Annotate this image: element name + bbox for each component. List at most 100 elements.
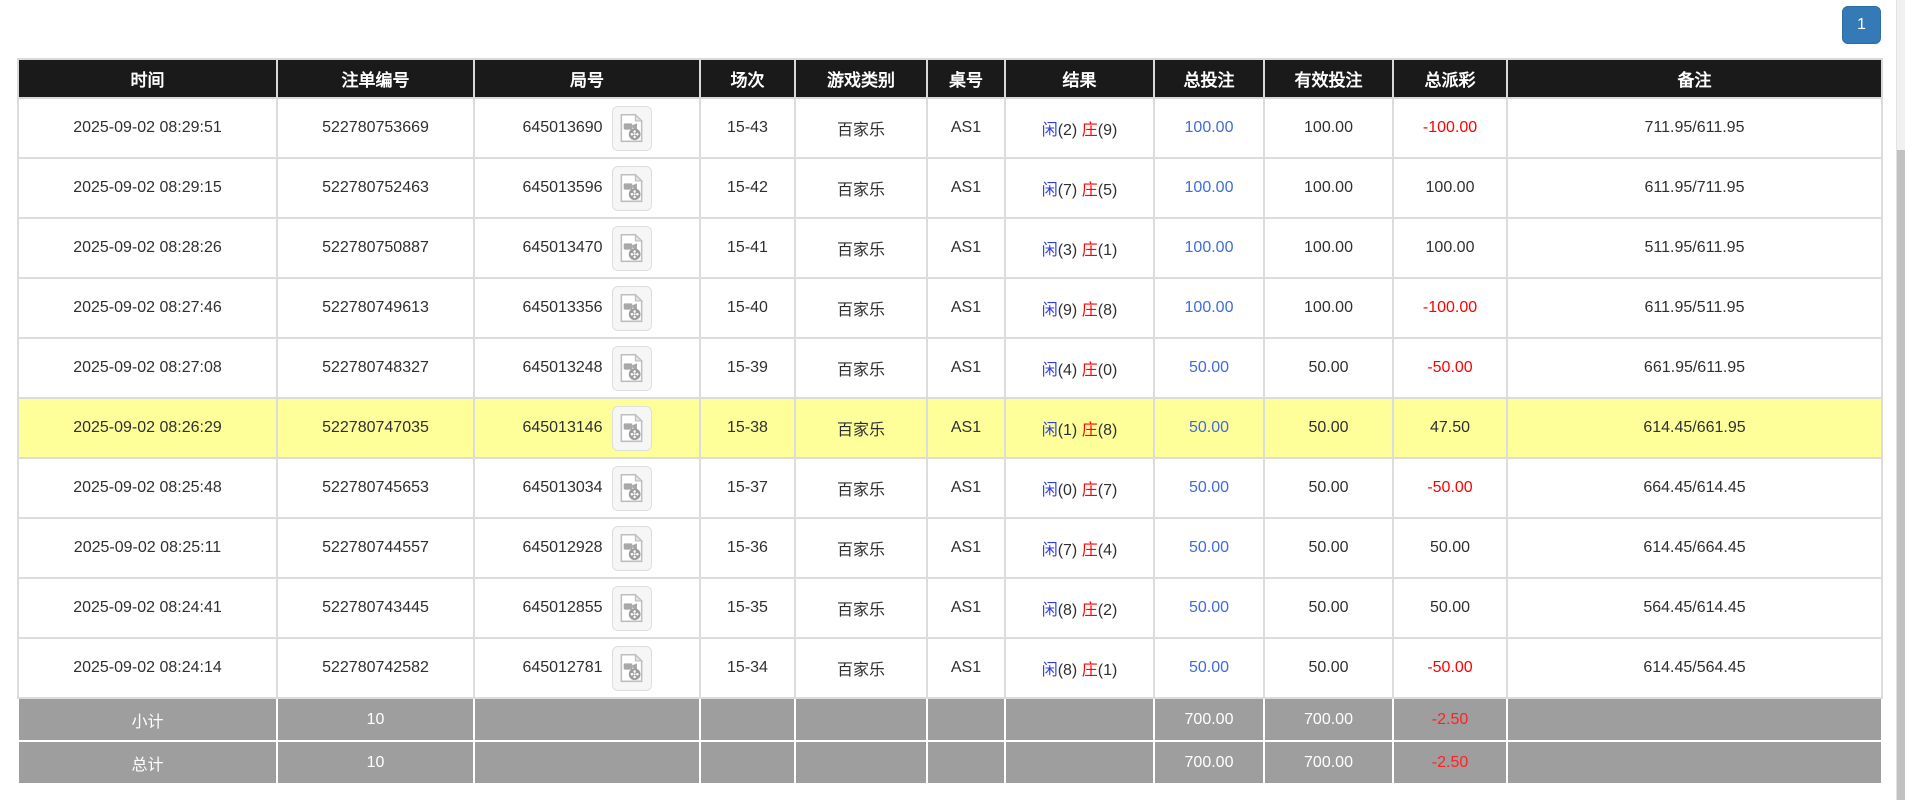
video-replay-button[interactable] (611, 405, 652, 451)
cell-round-id: 645013470 (473, 217, 701, 279)
video-record-icon (620, 293, 644, 323)
result-banker-label: 庄 (1081, 542, 1098, 559)
cell-session: 15-37 (699, 457, 796, 519)
column-header-game_type: 游戏类别 (794, 58, 928, 99)
cell-remark: 661.95/611.95 (1506, 337, 1883, 399)
bet-row: 2025-09-02 08:29:51 522780753669 645013690… (17, 97, 1883, 159)
cell-time: 2025-09-02 08:26:29 (17, 397, 278, 459)
cell-time: 2025-09-02 08:24:14 (17, 637, 278, 699)
result-player-label: 闲 (1041, 542, 1058, 559)
total-empty (473, 740, 701, 785)
video-replay-button[interactable] (611, 525, 652, 571)
video-replay-button[interactable] (611, 465, 652, 511)
cell-bet-id: 522780742582 (276, 637, 475, 699)
column-header-table_no: 桌号 (926, 58, 1006, 99)
result-banker-score: (8) (1097, 422, 1118, 439)
video-replay-button[interactable] (611, 345, 652, 391)
video-replay-button[interactable] (611, 165, 652, 211)
result-banker-label: 庄 (1081, 482, 1098, 499)
cell-bet-id: 522780745653 (276, 457, 475, 519)
result-banker-label: 庄 (1081, 302, 1098, 319)
cell-bet-id: 522780749613 (276, 277, 475, 339)
cell-payout: -50.00 (1392, 337, 1508, 399)
cell-total-bet: 50.00 (1153, 457, 1265, 519)
cell-remark: 564.45/614.45 (1506, 577, 1883, 639)
cell-session: 15-41 (699, 217, 796, 279)
cell-total-bet: 50.00 (1153, 337, 1265, 399)
total-empty (926, 740, 1006, 785)
video-replay-button[interactable] (611, 285, 652, 331)
cell-time: 2025-09-02 08:29:15 (17, 157, 278, 219)
result-banker-score: (8) (1097, 302, 1118, 319)
cell-time: 2025-09-02 08:28:26 (17, 217, 278, 279)
cell-payout: 100.00 (1392, 217, 1508, 279)
result-banker-label: 庄 (1081, 662, 1098, 679)
cell-remark: 611.95/511.95 (1506, 277, 1883, 339)
pagination-page-1-button[interactable]: 1 (1842, 6, 1881, 44)
cell-remark: 614.45/664.45 (1506, 517, 1883, 579)
cell-table-no: AS1 (926, 157, 1006, 219)
total-empty (699, 740, 796, 785)
video-replay-button[interactable] (611, 225, 652, 271)
cell-total-bet: 50.00 (1153, 637, 1265, 699)
cell-table-no: AS1 (926, 577, 1006, 639)
cell-table-no: AS1 (926, 457, 1006, 519)
round-id-text: 645012781 (522, 659, 603, 676)
bet-row: 2025-09-02 08:27:08 522780748327 645013248… (17, 337, 1883, 399)
column-header-result: 结果 (1004, 58, 1155, 99)
total-count: 10 (276, 740, 475, 785)
cell-round-id: 645013146 (473, 397, 701, 459)
cell-session: 15-43 (699, 97, 796, 159)
cell-payout: -100.00 (1392, 97, 1508, 159)
result-player-label: 闲 (1041, 482, 1058, 499)
round-id-text: 645013034 (522, 479, 603, 496)
video-replay-button[interactable] (611, 585, 652, 631)
cell-payout: 47.50 (1392, 397, 1508, 459)
result-banker-label: 庄 (1081, 602, 1098, 619)
cell-payout: -50.00 (1392, 637, 1508, 699)
result-player-label: 闲 (1041, 182, 1058, 199)
subtotal-empty (699, 697, 796, 742)
cell-round-id: 645013690 (473, 97, 701, 159)
cell-payout: 50.00 (1392, 577, 1508, 639)
cell-total-bet: 100.00 (1153, 217, 1265, 279)
cell-result: 闲(4) 庄(0) (1004, 337, 1155, 399)
result-banker-label: 庄 (1081, 122, 1098, 139)
scrollbar-thumb[interactable] (1897, 150, 1905, 800)
scrollbar-track[interactable] (1896, 0, 1905, 800)
bet-row: 2025-09-02 08:25:11 522780744557 645012928… (17, 517, 1883, 579)
subtotal-empty (1506, 697, 1883, 742)
bet-row: 2025-09-02 08:24:41 522780743445 645012855… (17, 577, 1883, 639)
cell-result: 闲(1) 庄(8) (1004, 397, 1155, 459)
subtotal-row: 小计 10 700.00 700.00 -2.50 (17, 697, 1883, 742)
cell-game-type: 百家乐 (794, 157, 928, 219)
video-record-icon (620, 413, 644, 443)
cell-time: 2025-09-02 08:27:08 (17, 337, 278, 399)
round-id-text: 645013356 (522, 299, 603, 316)
subtotal-empty (1004, 697, 1155, 742)
cell-game-type: 百家乐 (794, 457, 928, 519)
cell-result: 闲(7) 庄(5) (1004, 157, 1155, 219)
column-header-payout: 总派彩 (1392, 58, 1508, 99)
result-banker-label: 庄 (1081, 362, 1098, 379)
cell-result: 闲(7) 庄(4) (1004, 517, 1155, 579)
column-header-total_bet: 总投注 (1153, 58, 1265, 99)
result-banker-label: 庄 (1081, 242, 1098, 259)
cell-round-id: 645013248 (473, 337, 701, 399)
subtotal-count: 10 (276, 697, 475, 742)
round-id-text: 645013248 (522, 359, 603, 376)
result-banker-score: (1) (1097, 242, 1118, 259)
column-header-remark: 备注 (1506, 58, 1883, 99)
video-record-icon (620, 173, 644, 203)
result-banker-score: (1) (1097, 662, 1118, 679)
video-replay-button[interactable] (611, 105, 652, 151)
result-player-score: (8) (1057, 602, 1078, 619)
total-row: 总计 10 700.00 700.00 -2.50 (17, 740, 1883, 785)
cell-result: 闲(8) 庄(1) (1004, 637, 1155, 699)
cell-valid-bet: 50.00 (1263, 517, 1394, 579)
video-replay-button[interactable] (611, 645, 652, 691)
result-player-score: (7) (1057, 542, 1078, 559)
cell-result: 闲(2) 庄(9) (1004, 97, 1155, 159)
cell-game-type: 百家乐 (794, 397, 928, 459)
cell-bet-id: 522780752463 (276, 157, 475, 219)
